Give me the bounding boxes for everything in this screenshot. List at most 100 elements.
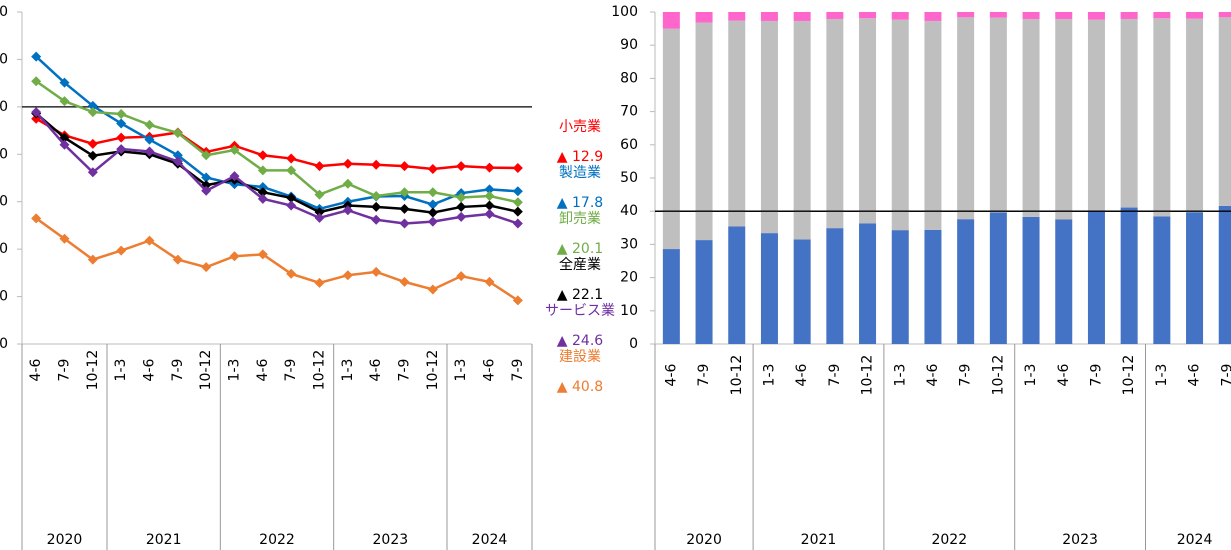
bar-segment <box>695 22 713 241</box>
end-value-label: ▲ 22.1 <box>557 287 603 303</box>
bar-segment <box>1120 18 1138 208</box>
y-tick-label: ▲10 <box>0 146 8 162</box>
bar-segment <box>859 12 877 19</box>
x-group-label: 2023 <box>1062 532 1098 548</box>
bar-segment <box>924 20 942 230</box>
marker <box>144 119 155 130</box>
bar-segment <box>793 239 811 344</box>
marker <box>512 295 523 306</box>
marker <box>484 200 495 211</box>
bar-segment <box>1087 19 1105 211</box>
bar-segment <box>793 20 811 240</box>
x-tick-label: 1-3 <box>453 359 469 382</box>
marker <box>484 184 495 195</box>
marker <box>87 150 98 161</box>
marker <box>427 207 438 218</box>
bar-segment <box>1218 17 1231 206</box>
marker <box>286 192 297 203</box>
marker <box>314 277 325 288</box>
marker <box>484 162 495 173</box>
x-group-label: 2020 <box>47 532 83 548</box>
bar-segment <box>957 219 975 344</box>
marker <box>201 150 212 161</box>
marker <box>427 216 438 227</box>
x-tick-label: 1-3 <box>892 364 908 387</box>
marker <box>342 158 353 169</box>
marker <box>257 150 268 161</box>
bar-segment <box>1120 207 1138 344</box>
bar-segment <box>826 228 844 344</box>
bar-segment <box>793 12 811 21</box>
marker <box>456 161 467 172</box>
bar-segment <box>1186 212 1204 344</box>
x-tick-label: 1-3 <box>227 359 243 382</box>
y-tick-label: ▲50 <box>0 336 8 352</box>
x-tick-label: 7-9 <box>958 364 974 387</box>
bar-segment <box>1218 12 1231 18</box>
marker <box>229 251 240 262</box>
x-group-label: 2020 <box>686 532 722 548</box>
marker <box>342 178 353 189</box>
bar-segment <box>1153 216 1171 344</box>
marker <box>172 150 183 161</box>
marker <box>172 127 183 138</box>
marker <box>371 266 382 277</box>
bar-segment <box>924 229 942 344</box>
x-tick-label: 7-9 <box>1088 364 1104 387</box>
bar-segment <box>662 12 680 29</box>
end-value-label: ▲ 17.8 <box>557 195 603 211</box>
series-label: 卸売業 <box>559 211 601 227</box>
y-tick-label: 90 <box>620 37 638 53</box>
x-tick-label: 4-6 <box>794 363 810 386</box>
marker <box>399 187 410 198</box>
marker <box>371 201 382 212</box>
y-tick-label: ▲40 <box>0 289 8 305</box>
bar-segment <box>891 19 909 231</box>
x-tick-label: 7-9 <box>1219 364 1231 387</box>
y-tick-label: 100 <box>611 4 638 20</box>
marker <box>399 161 410 172</box>
bar-segment <box>662 28 680 250</box>
y-tick-label: 0 <box>629 336 638 352</box>
bar-segment <box>695 240 713 344</box>
y-tick-label: 20 <box>0 4 8 20</box>
marker <box>31 76 42 87</box>
y-tick-label: ▲30 <box>0 241 8 257</box>
bar-segment <box>1186 18 1204 213</box>
x-tick-label: 1-3 <box>1023 364 1039 387</box>
series-label: 製造業 <box>559 165 601 181</box>
marker <box>87 107 98 118</box>
series-line <box>35 80 519 204</box>
end-value-label: ▲ 20.1 <box>557 241 603 257</box>
marker <box>144 134 155 145</box>
x-tick-label: 1-3 <box>1154 364 1170 387</box>
series-line <box>35 217 519 302</box>
series-line <box>35 111 519 225</box>
x-tick-label: 7-9 <box>170 359 186 382</box>
marker <box>512 186 523 197</box>
marker <box>314 189 325 200</box>
marker <box>87 254 98 265</box>
bar-segment <box>1055 12 1073 19</box>
x-tick-label: 10-12 <box>1121 355 1137 396</box>
marker <box>31 51 42 62</box>
marker <box>116 245 127 256</box>
bar-segment <box>695 12 713 23</box>
x-tick-label: 4-6 <box>28 358 44 381</box>
x-tick-label: 7-9 <box>696 364 712 387</box>
y-tick-label: 30 <box>620 236 638 252</box>
bar-segment <box>826 12 844 19</box>
series-line <box>35 55 518 211</box>
y-tick-label: 40 <box>620 203 638 219</box>
marker <box>371 214 382 225</box>
marker <box>512 163 523 174</box>
bar-segment <box>989 17 1007 213</box>
bar-segment <box>728 226 746 344</box>
bar-segment <box>1022 18 1040 217</box>
bar-segment <box>662 249 680 344</box>
end-value-label: ▲ 12.9 <box>557 149 603 165</box>
marker <box>484 276 495 287</box>
bar-segment <box>826 18 844 229</box>
marker <box>427 163 438 174</box>
x-group-label: 2022 <box>931 532 967 548</box>
